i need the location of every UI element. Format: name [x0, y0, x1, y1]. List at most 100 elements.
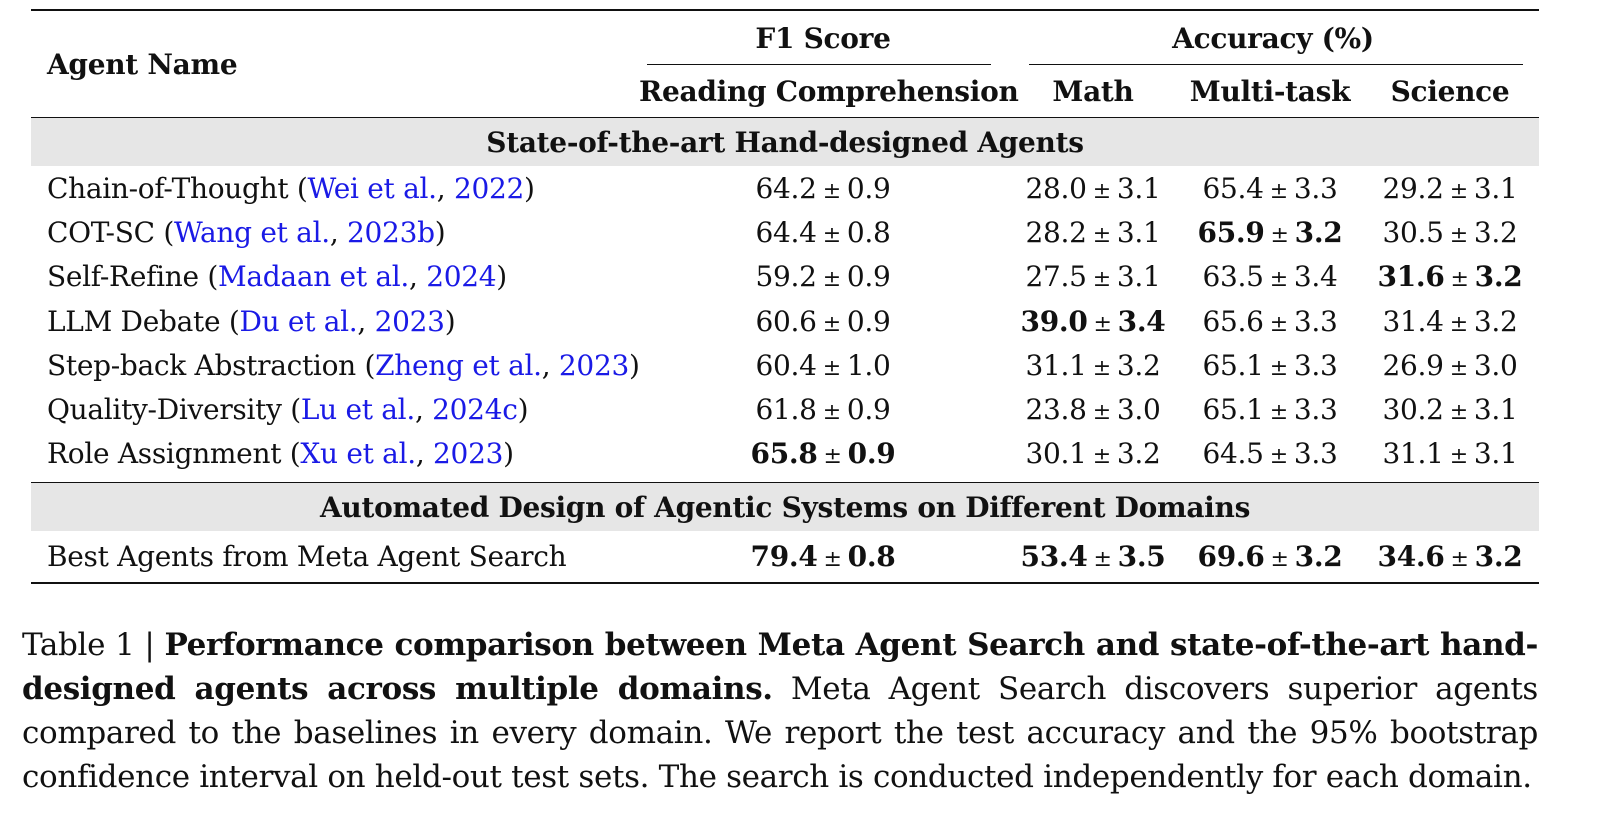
- citation-year-link[interactable]: 2023b: [347, 215, 435, 249]
- citation-separator: ,: [409, 260, 427, 294]
- citation-year-link[interactable]: 2024: [426, 260, 497, 294]
- plus-minus-symbol: ±: [1092, 222, 1111, 248]
- citation-close: ): [517, 393, 529, 427]
- score-cell: 61.8 ±0.9: [639, 387, 1007, 431]
- agent-name: COT-SC: [47, 215, 155, 249]
- score-cell: 65.4 ±3.3: [1179, 166, 1361, 210]
- score-confidence-interval: 0.8: [847, 540, 896, 574]
- score-cell: 31.1 ±3.2: [1007, 343, 1179, 387]
- citation-author-link[interactable]: Wang et al.: [173, 215, 330, 249]
- citation-author-link[interactable]: Zheng et al.: [375, 348, 542, 382]
- score-cell: 28.2 ±3.1: [1007, 210, 1179, 254]
- plus-minus-symbol: ±: [1269, 267, 1288, 293]
- agent-name: Chain-of-Thought: [47, 171, 289, 205]
- citation-author-link[interactable]: Madaan et al.: [218, 260, 410, 294]
- score-confidence-interval: 3.2: [1473, 304, 1518, 338]
- plus-minus-symbol: ±: [822, 400, 841, 426]
- score-confidence-interval: 3.0: [1116, 393, 1161, 427]
- score-cell: 65.1 ±3.3: [1179, 387, 1361, 431]
- score-cell: 30.2 ±3.1: [1361, 387, 1539, 431]
- score-confidence-interval: 3.3: [1293, 437, 1338, 471]
- citation-year-link[interactable]: 2023: [558, 348, 629, 382]
- score-mean: 60.4: [755, 348, 817, 382]
- score-cell: 26.9 ±3.0: [1361, 343, 1539, 387]
- score-mean: 53.4: [1020, 540, 1088, 574]
- score-mean: 63.5: [1202, 260, 1264, 294]
- score-confidence-interval: 0.9: [847, 437, 896, 471]
- section-header-row: State-of-the-art Hand-designed Agents: [31, 117, 1539, 166]
- agent-name-header: Agent Name: [31, 9, 639, 118]
- score-mean: 65.1: [1202, 393, 1264, 427]
- score-cell: 63.5 ±3.4: [1179, 255, 1361, 299]
- plus-minus-symbol: ±: [822, 178, 841, 204]
- citation-year-link[interactable]: 2022: [453, 171, 524, 205]
- score-confidence-interval: 3.5: [1117, 540, 1166, 574]
- citation-year-link[interactable]: 2023: [374, 304, 445, 338]
- citation-separator: ,: [357, 304, 375, 338]
- agent-name-cell: Self-Refine (Madaan et al., 2024): [31, 255, 639, 299]
- citation-author-link[interactable]: Xu et al.: [300, 437, 416, 471]
- score-cell: 59.2 ±0.9: [639, 255, 1007, 299]
- score-mean: 79.4: [750, 540, 818, 574]
- score-confidence-interval: 0.9: [846, 171, 891, 205]
- agent-name-cell: Step-back Abstraction (Zheng et al., 202…: [31, 343, 640, 387]
- citation-author-link[interactable]: Lu et al.: [300, 393, 415, 427]
- column-header-science: Science: [1390, 74, 1510, 108]
- score-mean: 59.2: [755, 260, 817, 294]
- score-mean: 65.9: [1197, 215, 1265, 249]
- score-cell: 31.4 ±3.2: [1361, 299, 1539, 343]
- score-confidence-interval: 3.4: [1117, 304, 1166, 338]
- score-mean: 64.5: [1202, 437, 1264, 471]
- citation-close: ): [444, 304, 456, 338]
- citation-year-link[interactable]: 2024c: [432, 393, 518, 427]
- citation-separator: ,: [329, 215, 348, 249]
- score-mean: 64.2: [755, 171, 817, 205]
- agent-name: Role Assignment: [47, 437, 282, 471]
- score-mean: 65.8: [750, 437, 818, 471]
- plus-minus-symbol: ±: [1269, 400, 1288, 426]
- table-row: LLM Debate (Du et al., 2023) 60.6 ±0.9 39.0…: [31, 299, 1539, 343]
- score-confidence-interval: 3.2: [1116, 348, 1161, 382]
- agent-name-cell: Quality-Diversity (Lu et al., 2024c): [31, 387, 639, 431]
- header-row-columns: Reading Comprehension Math Multi-task Sc…: [31, 65, 1539, 118]
- citation-close: ): [628, 348, 640, 382]
- score-cell: 64.5 ±3.3: [1179, 432, 1361, 476]
- agent-name: Step-back Abstraction: [47, 348, 356, 382]
- score-confidence-interval: 3.3: [1293, 304, 1338, 338]
- agent-name: LLM Debate: [47, 304, 221, 338]
- score-cell: 65.9 ±3.2: [1179, 210, 1361, 254]
- score-confidence-interval: 3.1: [1473, 171, 1518, 205]
- score-cell: 39.0 ±3.4: [1007, 299, 1179, 343]
- plus-minus-symbol: ±: [1092, 400, 1111, 426]
- plus-minus-symbol: ±: [1270, 547, 1289, 573]
- accuracy-underline: [1029, 64, 1523, 65]
- citation-author-link[interactable]: Du et al.: [239, 304, 358, 338]
- results-table: Agent Name F1 Score Accuracy (%) Reading…: [31, 9, 1539, 585]
- plus-minus-symbol: ±: [1270, 222, 1289, 248]
- plus-minus-symbol: ±: [1269, 444, 1288, 470]
- table-row: Quality-Diversity (Lu et al., 2024c) 61.8…: [31, 387, 1539, 431]
- score-confidence-interval: 0.8: [846, 215, 891, 249]
- score-mean: 65.1: [1202, 348, 1264, 382]
- agent-name-cell: Chain-of-Thought (Wei et al., 2022): [31, 166, 639, 210]
- plus-minus-symbol: ±: [822, 355, 841, 381]
- score-cell: 30.1 ±3.2: [1007, 432, 1179, 476]
- score-mean: 26.9: [1382, 348, 1444, 382]
- score-mean: 31.6: [1377, 260, 1445, 294]
- f1-score-group-header: F1 Score: [639, 9, 1007, 65]
- citation-close: ): [503, 437, 514, 471]
- score-confidence-interval: 0.9: [846, 393, 891, 427]
- citation-open: (: [281, 393, 301, 427]
- column-header-math: Math: [1052, 74, 1134, 108]
- score-cell: 65.8 ±0.9: [639, 432, 1007, 476]
- plus-minus-symbol: ±: [1092, 355, 1111, 381]
- score-confidence-interval: 3.1: [1116, 171, 1161, 205]
- citation-author-link[interactable]: Wei et al.: [307, 171, 438, 205]
- citation-year-link[interactable]: 2023: [433, 437, 504, 471]
- plus-minus-symbol: ±: [1450, 267, 1469, 293]
- plus-minus-symbol: ±: [1093, 311, 1112, 337]
- section-title: State-of-the-art Hand-designed Agents: [31, 117, 1539, 166]
- score-confidence-interval: 0.9: [846, 304, 891, 338]
- citation-separator: ,: [414, 393, 433, 427]
